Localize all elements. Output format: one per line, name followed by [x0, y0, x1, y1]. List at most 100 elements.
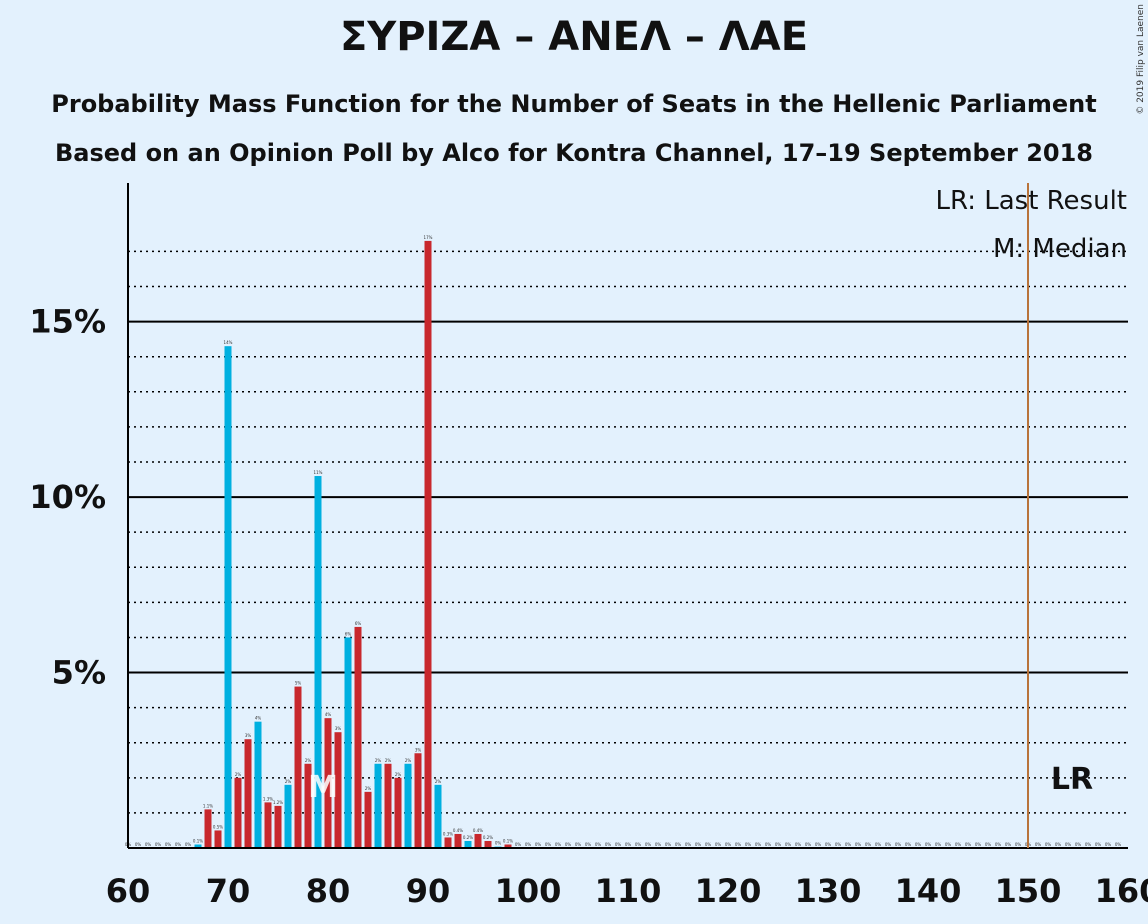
value-label: 0% — [715, 842, 722, 847]
x-tick-label: 90 — [406, 872, 451, 910]
value-label: 17% — [424, 235, 433, 240]
bar — [434, 784, 442, 848]
value-label: 3% — [415, 747, 422, 752]
value-label: 5% — [295, 681, 302, 686]
value-label: 0% — [535, 842, 542, 847]
value-label: 6% — [345, 631, 352, 636]
value-label: 0% — [1065, 842, 1072, 847]
value-label: 0% — [1035, 842, 1042, 847]
value-label: 2% — [305, 758, 312, 763]
x-tick-label: 70 — [206, 872, 251, 910]
y-tick-label: 10% — [29, 478, 106, 516]
value-label: 0.4% — [473, 828, 483, 833]
bar — [294, 686, 302, 848]
y-tick-label: 15% — [29, 303, 106, 341]
value-label: 0% — [625, 842, 632, 847]
value-label: 0% — [865, 842, 872, 847]
value-label: 0% — [585, 842, 592, 847]
value-label: 0% — [155, 842, 162, 847]
value-label: 0% — [1045, 842, 1052, 847]
chart-subtitle: Based on an Opinion Poll by Alco for Kon… — [55, 139, 1093, 167]
value-label: 0% — [805, 842, 812, 847]
bar — [324, 718, 332, 848]
value-label: 0% — [855, 842, 862, 847]
value-label: 0% — [165, 842, 172, 847]
value-label: 1.2% — [273, 800, 283, 805]
bar — [274, 805, 282, 848]
value-label: 0% — [1115, 842, 1122, 847]
bar — [474, 833, 482, 848]
value-label: 0% — [735, 842, 742, 847]
value-label: 0% — [685, 842, 692, 847]
bar — [384, 763, 392, 848]
bar — [194, 844, 202, 848]
value-label: 2% — [285, 779, 292, 784]
value-label: 0% — [175, 842, 182, 847]
value-label: 0% — [895, 842, 902, 847]
bar — [314, 476, 322, 848]
value-label: 4% — [325, 712, 332, 717]
chart-title: ΣΥΡΙΖΑ – ΑΝΕΛ – ΛΑΕ — [340, 14, 808, 60]
value-label: 0% — [695, 842, 702, 847]
value-label: 0.3% — [443, 831, 453, 836]
bar — [304, 763, 312, 848]
value-label: 2% — [365, 786, 372, 791]
value-label: 0% — [755, 842, 762, 847]
x-tick-label: 120 — [695, 872, 762, 910]
legend-entry: M: Median — [993, 234, 1127, 264]
x-tick-label: 160 — [1095, 872, 1148, 910]
bar — [354, 626, 362, 848]
x-tick-label: 140 — [895, 872, 962, 910]
value-label: 0% — [705, 842, 712, 847]
value-label: 2% — [375, 758, 382, 763]
bar — [454, 833, 462, 848]
value-label: 0% — [575, 842, 582, 847]
value-label: 0.5% — [213, 824, 223, 829]
x-tick-label: 150 — [995, 872, 1062, 910]
x-tick-label: 60 — [106, 872, 151, 910]
value-label: 3% — [245, 733, 252, 738]
value-label: 0.1% — [503, 838, 513, 843]
value-label: 0% — [995, 842, 1002, 847]
value-label: 4% — [255, 716, 262, 721]
value-label: 0% — [785, 842, 792, 847]
bar — [284, 784, 292, 848]
value-label: 6% — [355, 621, 362, 626]
value-label: 0% — [835, 842, 842, 847]
value-label: 0% — [555, 842, 562, 847]
value-label: 0% — [935, 842, 942, 847]
value-label: 0% — [605, 842, 612, 847]
value-label: 11% — [314, 470, 323, 475]
value-label: 0% — [135, 842, 142, 847]
legend-entry: LR: Last Result — [935, 186, 1127, 216]
value-label: 0% — [635, 842, 642, 847]
value-label: 0% — [965, 842, 972, 847]
value-label: 0% — [765, 842, 772, 847]
bar — [404, 763, 412, 848]
value-label: 0% — [565, 842, 572, 847]
value-label: 2% — [385, 758, 392, 763]
value-label: 2% — [405, 758, 412, 763]
value-label: 0% — [825, 842, 832, 847]
value-label: 0% — [545, 842, 552, 847]
bar — [224, 346, 232, 848]
value-label: 0% — [525, 842, 532, 847]
value-label: 0.2% — [463, 835, 473, 840]
bar — [244, 739, 252, 848]
value-label: 0.4% — [453, 828, 463, 833]
value-label: 0% — [975, 842, 982, 847]
value-label: 0% — [1085, 842, 1092, 847]
value-label: 0% — [875, 842, 882, 847]
value-label: 0.2% — [483, 835, 493, 840]
bar — [414, 753, 422, 848]
y-tick-label: 5% — [52, 654, 106, 692]
value-label: 0% — [1075, 842, 1082, 847]
value-label: 14% — [224, 340, 233, 345]
bar — [424, 240, 432, 849]
value-label: 0% — [645, 842, 652, 847]
value-label: 0% — [185, 842, 192, 847]
bar — [214, 830, 222, 848]
value-label: 0% — [905, 842, 912, 847]
value-label: 0% — [1105, 842, 1112, 847]
